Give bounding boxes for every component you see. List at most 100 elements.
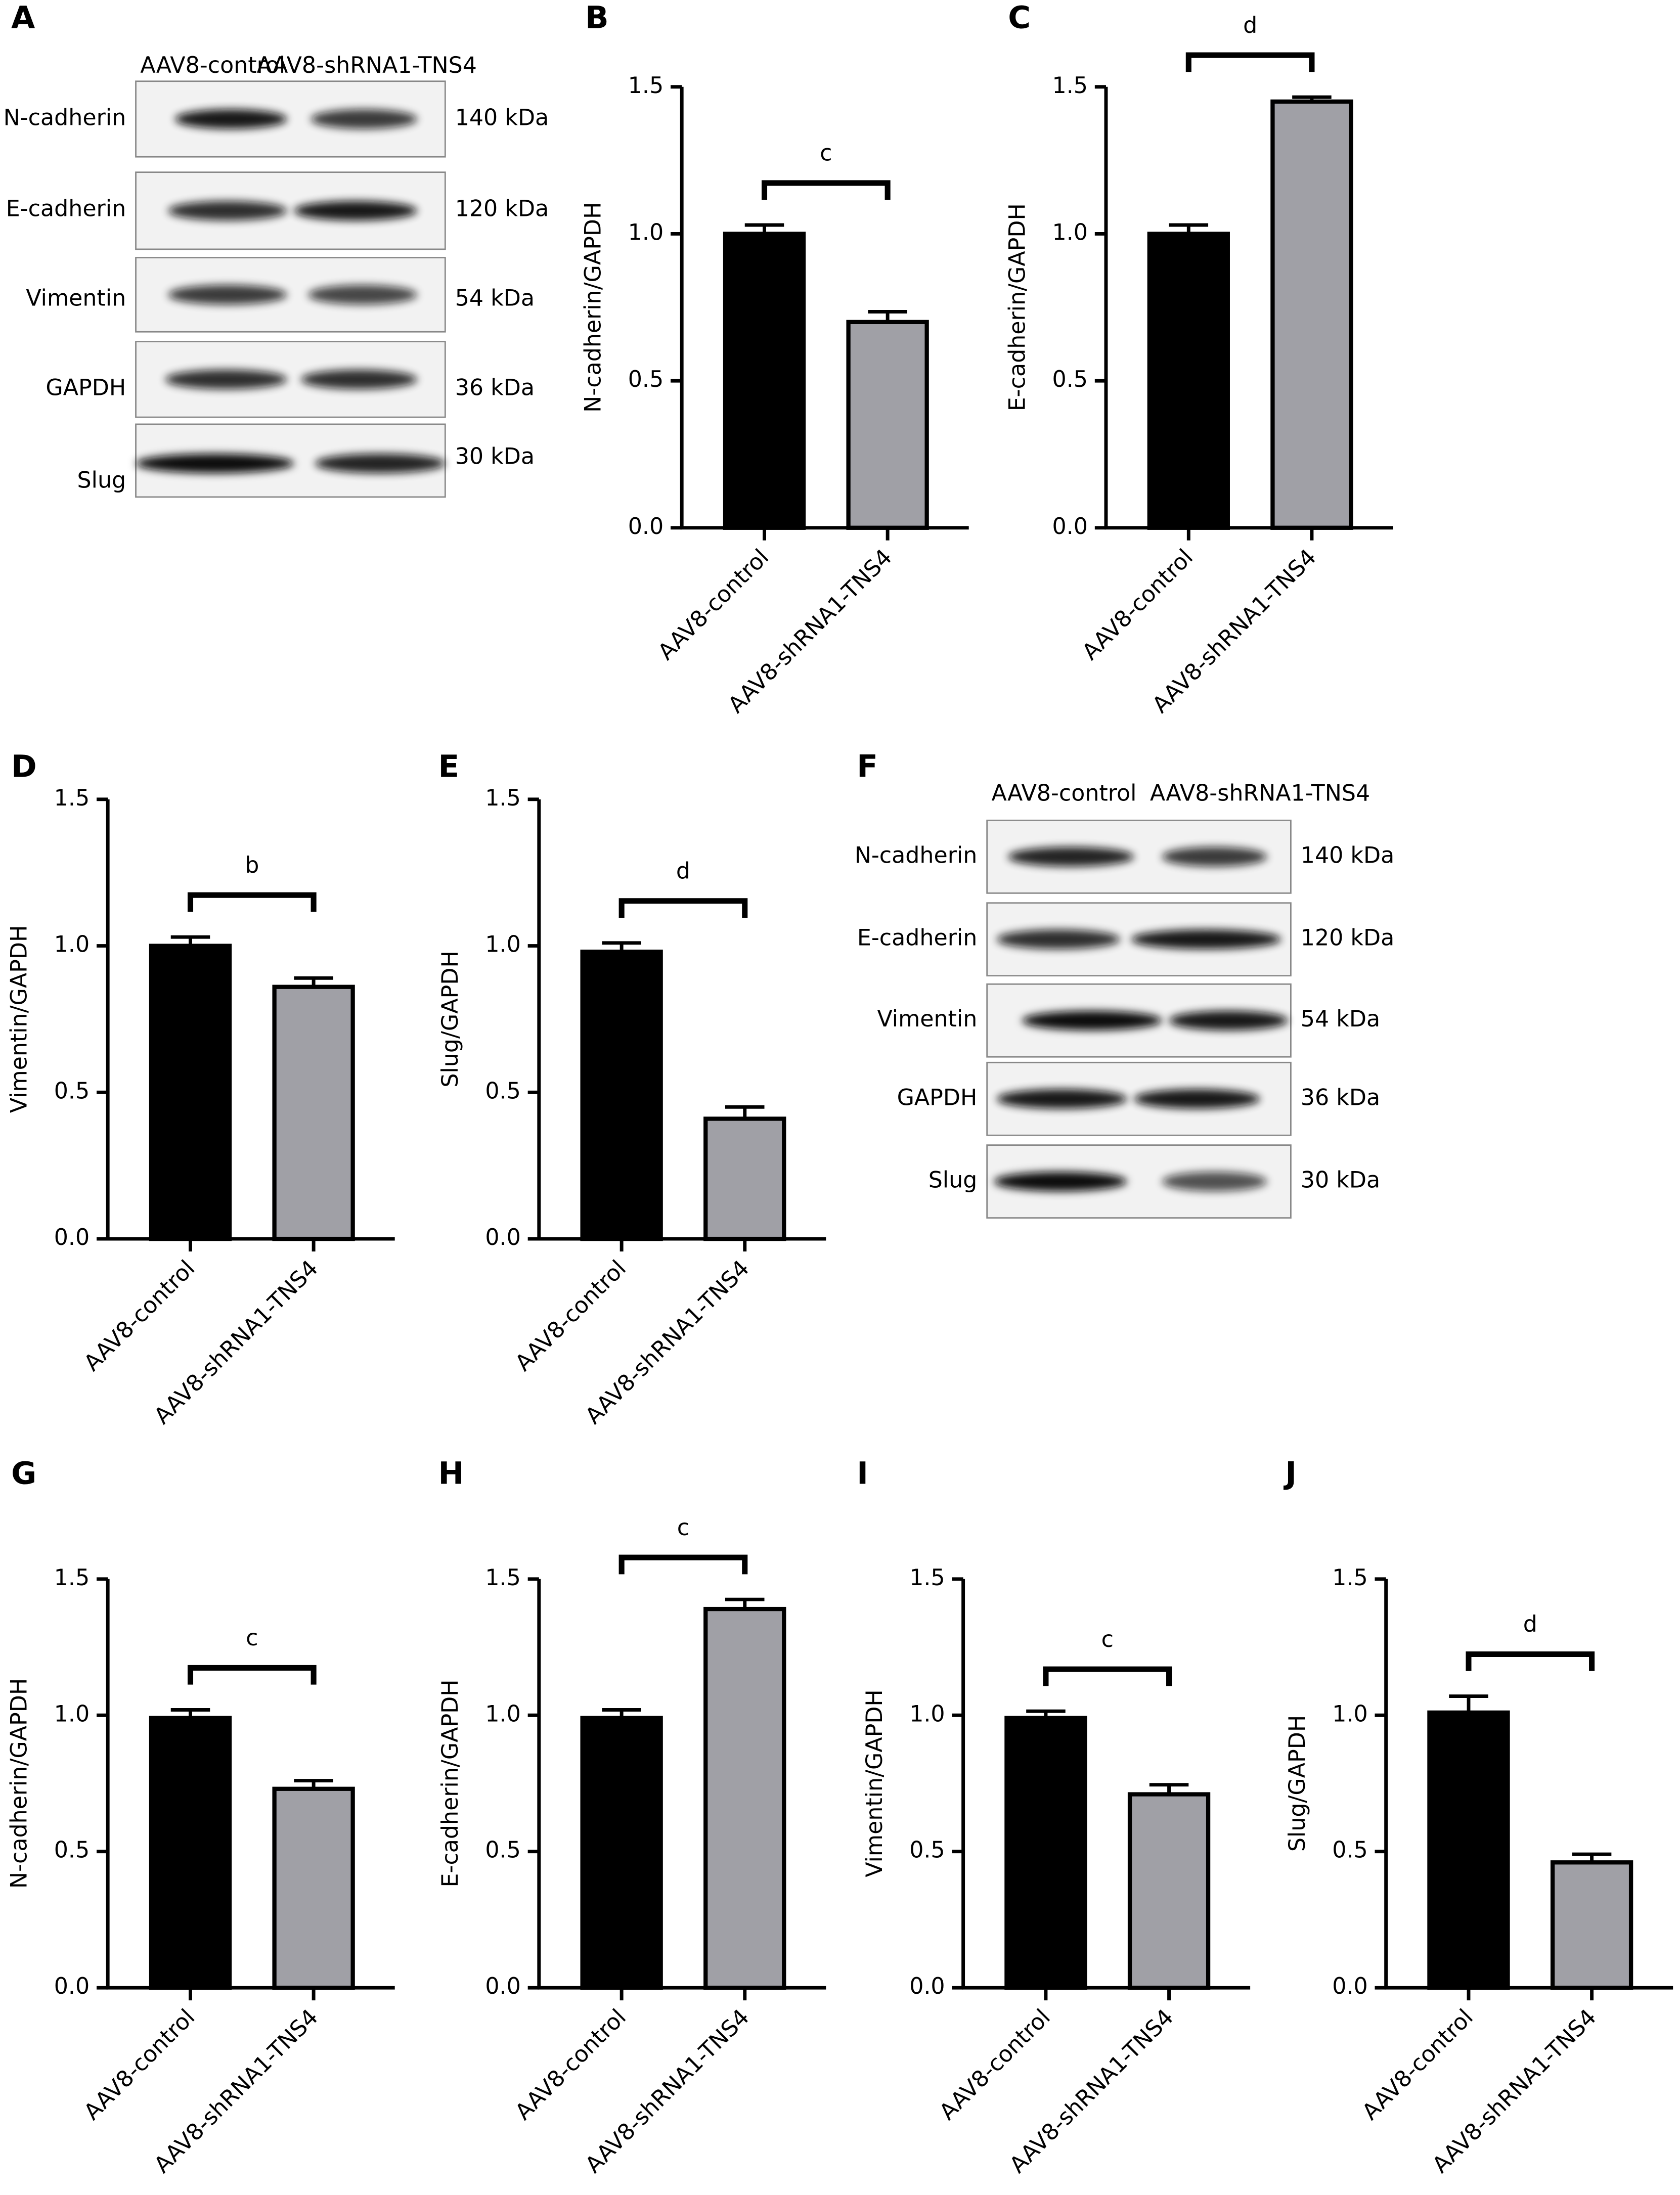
x-tick-label: AAV8-control	[79, 1256, 200, 1376]
x-tick-label: AAV8-control	[935, 2004, 1055, 2125]
x-tick-label: AAV8-control	[1357, 2004, 1478, 2125]
bar	[1004, 1716, 1087, 1990]
bar	[1270, 99, 1353, 530]
band	[1162, 846, 1267, 867]
y-axis-label: E-cadherin/GAPDH	[437, 1679, 463, 1887]
column-header: AAV8-shRNA1-TNS4	[257, 53, 477, 78]
band	[1134, 1089, 1260, 1109]
y-tick-label: 0.5	[628, 367, 664, 392]
chart: IVimentin/GAPDH0.00.51.01.5AAV8-controlA…	[857, 1456, 1251, 2178]
band	[1162, 1172, 1267, 1191]
panel-label: A	[11, 0, 35, 35]
significance-bracket	[187, 892, 317, 912]
bar	[580, 1716, 663, 1990]
y-tick-label: 1.5	[909, 1565, 945, 1591]
chart: H E-cadherin/GAPDH 0.0 0.5 1.0 1.5 AAV8-contro…	[437, 1456, 826, 2178]
protein-label: N-cadherin	[4, 105, 126, 130]
y-tick-label: 0.0	[909, 1974, 945, 1999]
size-label: 36 kDa	[455, 375, 535, 401]
y-tick-label: 1.5	[1332, 1565, 1367, 1591]
band	[168, 201, 287, 221]
significance-bracket	[1185, 52, 1315, 72]
bar	[703, 1116, 786, 1241]
band	[994, 1172, 1127, 1191]
y-tick-label: 1.0	[485, 1701, 520, 1727]
y-tick-label: 1.5	[54, 785, 90, 811]
band	[997, 1089, 1127, 1109]
x-tick-label: AAV8-control	[510, 2004, 631, 2125]
y-tick-label: 1.0	[628, 219, 664, 245]
panel-label: H	[438, 1456, 464, 1492]
band	[1131, 929, 1281, 950]
panel-label: B	[585, 0, 608, 35]
bar	[1127, 1792, 1211, 1990]
band	[294, 201, 417, 221]
y-tick-label: 0.5	[54, 1078, 90, 1104]
x-tick-label: AAV8-control	[510, 1256, 631, 1376]
size-label: 30 kDa	[1301, 1168, 1380, 1193]
significance-bracket	[1043, 1666, 1172, 1686]
size-label: 36 kDa	[1301, 1085, 1380, 1110]
y-tick-label: 0.5	[485, 1838, 520, 1863]
chart: DVimentin/GAPDH0.00.51.01.5AAV8-controlA…	[7, 749, 395, 1429]
bar	[272, 984, 355, 1241]
panel-label: I	[857, 1456, 868, 1492]
protein-label: Vimentin	[877, 1006, 977, 1032]
bar	[703, 1606, 786, 1990]
protein-label: Slug	[929, 1168, 978, 1193]
column-header: AAV8-shRNA1-TNS4	[1150, 781, 1370, 807]
significance-label: c	[677, 1515, 689, 1541]
significance-label: c	[1101, 1627, 1114, 1652]
chart: B N-cadherin/GAPDH 0.0 0.5 1.0 1.5 AAV8-contro…	[581, 0, 969, 718]
x-tick-label: AAV8-control	[1077, 544, 1198, 665]
bar	[723, 232, 806, 530]
y-tick-label: 1.5	[485, 785, 520, 811]
y-axis-label: N-cadherin/GAPDH	[581, 202, 606, 413]
significance-label: d	[676, 858, 690, 884]
y-tick-label: 0.0	[485, 1225, 520, 1250]
y-tick-label: 0.5	[909, 1838, 945, 1863]
y-tick-label: 1.0	[54, 1701, 90, 1727]
x-tick-label: AAV8-control	[653, 544, 774, 665]
significance-bracket	[618, 1554, 748, 1575]
panel-label: E	[438, 749, 459, 785]
band	[1022, 1010, 1162, 1031]
band	[136, 454, 294, 473]
y-tick-label: 1.0	[909, 1701, 945, 1727]
y-axis-label: Vimentin/GAPDH	[862, 1689, 888, 1877]
protein-label: N-cadherin	[855, 842, 978, 868]
x-tick-label: AAV8-control	[79, 2004, 200, 2125]
y-tick-label: 0.5	[485, 1078, 520, 1104]
bar	[149, 1716, 232, 1990]
protein-label: Vimentin	[26, 286, 126, 311]
band	[315, 454, 446, 473]
band	[165, 369, 287, 389]
size-label: 140 kDa	[1301, 842, 1394, 868]
y-tick-label: 0.0	[485, 1974, 520, 1999]
y-axis-label: E-cadherin/GAPDH	[1004, 203, 1030, 411]
bar	[1550, 1860, 1633, 1990]
y-axis-label: Slug/GAPDH	[437, 951, 463, 1087]
y-tick-label: 1.0	[485, 932, 520, 958]
panel-label: D	[11, 749, 37, 785]
protein-label: GAPDH	[897, 1085, 978, 1110]
chart: G N-cadherin/GAPDH 0.0 0.5 1.0 1.5 AAV8-contro…	[7, 1456, 395, 2178]
significance-label: c	[820, 141, 832, 166]
significance-bracket	[618, 898, 748, 918]
protein-label: E-cadherin	[857, 925, 977, 951]
chart: JSlug/GAPDH0.00.51.01.5AAV8-controlAAV8-…	[1283, 1456, 1673, 2178]
y-tick-label: 1.0	[1052, 219, 1088, 245]
panel-label: F	[857, 749, 878, 785]
size-label: 54 kDa	[1301, 1006, 1380, 1032]
chart: C E-cadherin/GAPDH 0.0 0.5 1.0 1.5 AAV8-contro…	[1004, 0, 1393, 718]
y-axis-label: N-cadherin/GAPDH	[7, 1678, 32, 1889]
bar	[846, 320, 929, 530]
y-tick-label: 1.5	[1052, 73, 1088, 99]
panel-label: C	[1008, 0, 1031, 35]
band	[301, 369, 417, 389]
band	[311, 109, 417, 129]
significance-bracket	[1466, 1651, 1595, 1671]
column-header: AAV8-control	[991, 781, 1136, 807]
significance-bracket	[187, 1665, 317, 1685]
